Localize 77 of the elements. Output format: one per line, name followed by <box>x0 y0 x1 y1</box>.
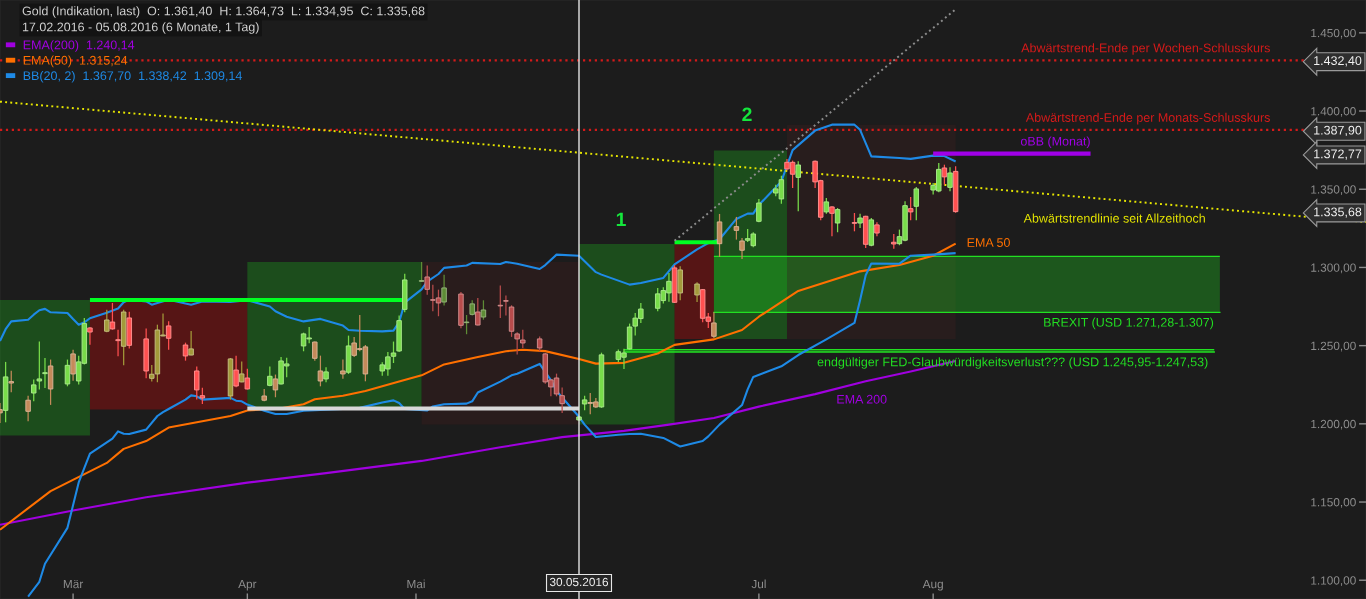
y2-tick-label: 1.387,90 <box>1314 125 1362 137</box>
candlestick <box>42 357 48 389</box>
candlestick <box>233 355 239 388</box>
y-tick-label: 1.200,00 <box>1311 419 1356 430</box>
candlestick <box>441 274 447 307</box>
x-tick-label: Mär <box>63 579 84 589</box>
candlestick <box>238 360 245 383</box>
candlestick <box>559 386 565 414</box>
candlestick <box>941 164 948 186</box>
candlestick <box>30 378 37 402</box>
candlestick <box>851 212 858 232</box>
legend-label: BB(20, 2) 1.367,70 1.338,42 1.309,14 <box>23 70 242 83</box>
y-tick-label: 1.400,00 <box>1311 107 1356 117</box>
y-tick-label: 1.150,00 <box>1311 498 1356 508</box>
candlestick <box>480 299 487 321</box>
candlestick <box>677 265 683 301</box>
candlestick <box>109 302 116 331</box>
y2-tick-label: 1.372,77 <box>1314 149 1362 160</box>
y2-tick-label: 1.432,40 <box>1314 56 1362 67</box>
ref-line-label: Abwärtstrend-Ende per Wochen-Schlusskurs <box>1021 43 1270 55</box>
x-tick-label: Apr <box>238 579 257 591</box>
y-tick-label: 1.300,00 <box>1311 263 1356 274</box>
y-tick-label: 1.350,00 <box>1311 185 1356 196</box>
text: 17.02.2016 - 05.08.2016 (6 Monate, 1 Tag) <box>22 22 259 34</box>
candlestick <box>907 196 914 221</box>
candlestick <box>312 340 318 362</box>
candlestick <box>716 213 723 258</box>
candlestick <box>424 264 430 296</box>
annotation: 1 <box>616 212 626 227</box>
annotation: oBB (Monat) <box>1020 136 1090 149</box>
candlestick <box>115 329 121 357</box>
candlestick <box>317 355 324 387</box>
candlestick <box>497 284 504 319</box>
annotation: Abwärtstrendlinie seit Allzeithoch <box>1023 213 1205 223</box>
candlestick <box>475 297 481 327</box>
legend-label: EMA(200) 1.240,14 <box>23 40 135 52</box>
candlestick <box>165 320 172 351</box>
candlestick <box>87 326 93 346</box>
candlestick <box>8 370 14 393</box>
candlestick <box>733 216 740 241</box>
x-tick-label: Jul <box>751 579 766 589</box>
x-tick-label: Aug <box>922 579 943 591</box>
candlestick <box>36 340 43 391</box>
candlestick <box>47 358 54 406</box>
candlestick <box>913 186 920 221</box>
y2-tick-label: 1.335,68 <box>1314 207 1362 218</box>
annotation: 2 <box>742 107 752 122</box>
candlestick <box>188 330 194 356</box>
candlestick <box>795 160 801 212</box>
candlestick <box>711 311 717 339</box>
y-tick-label: 1.450,00 <box>1311 28 1356 39</box>
candlestick <box>244 368 251 391</box>
candlestick <box>834 207 841 233</box>
annotation: BREXIT (USD 1.271,28-1.307) <box>1044 317 1214 330</box>
candlestick <box>739 237 745 260</box>
line-series <box>0 123 957 342</box>
annotation: EMA 200 <box>837 394 887 404</box>
candlestick <box>194 365 200 401</box>
candlestick <box>25 395 31 422</box>
y-tick-label: 1.250,00 <box>1311 341 1356 352</box>
legend-label: EMA(50) 1.315,24 <box>23 55 128 68</box>
candlestick <box>418 261 425 283</box>
candlestick <box>272 373 279 398</box>
candlestick <box>340 358 346 380</box>
candlestick <box>64 358 71 387</box>
candlestick <box>463 314 470 335</box>
annotation: EMA 50 <box>967 238 1010 247</box>
chart-title: Gold (Indikation, last) O: 1.361,40 H: 1.364,73 L: 1.334,95 C: 1.335,68 <box>22 6 425 18</box>
ref-line-label: 30.05.2016 <box>549 577 609 587</box>
ref-line-label: Abwärtstrend-Ende per Monats-Schlusskurs <box>1025 112 1270 125</box>
candlestick <box>70 349 76 382</box>
candlestick <box>947 166 953 192</box>
x-tick-label: Mai <box>407 579 425 589</box>
candlestick <box>694 281 700 303</box>
candlestick <box>829 205 835 237</box>
y-tick-label: 1.100,00 <box>1311 576 1356 587</box>
candlestick <box>503 294 509 317</box>
